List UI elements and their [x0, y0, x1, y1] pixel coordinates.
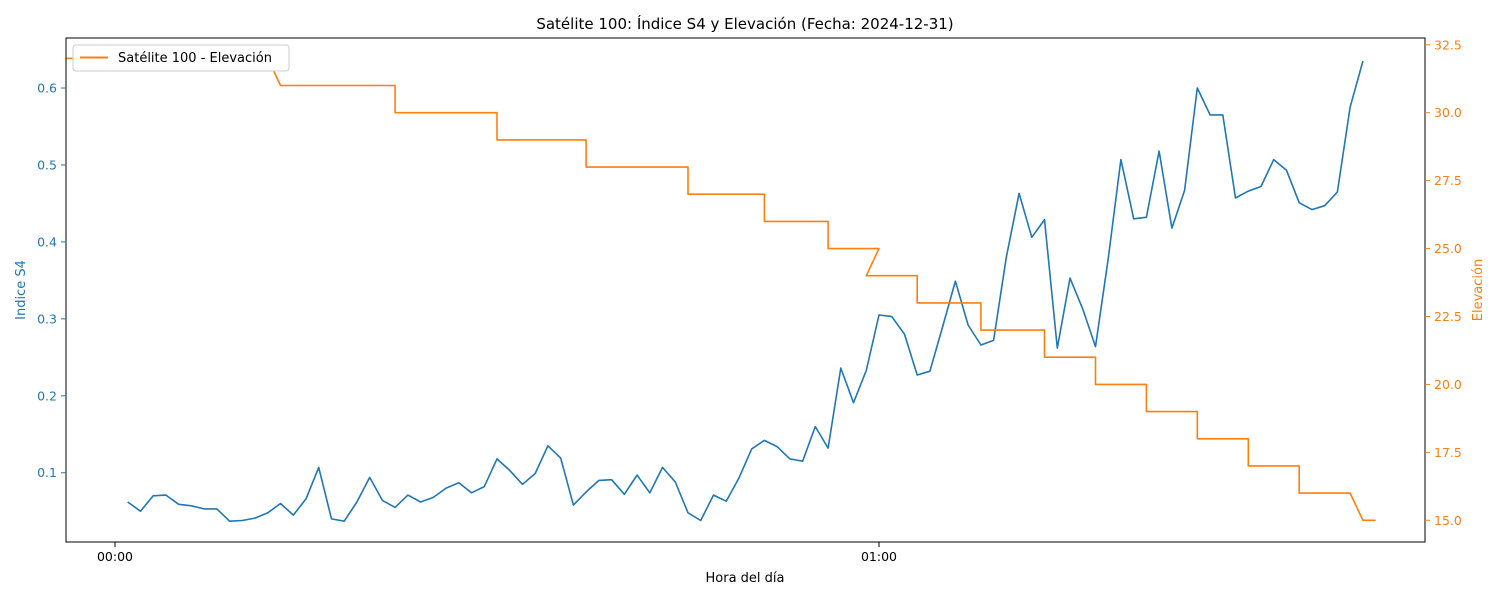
- left-tick-label: 0.3: [37, 311, 57, 326]
- right-tick-label: 17.5: [1434, 445, 1462, 460]
- right-tick-label: 22.5: [1434, 309, 1462, 324]
- left-y-axis-label: Indice S4: [14, 260, 29, 320]
- right-tick-label: 25.0: [1434, 241, 1462, 256]
- x-tick-label: 01:00: [861, 549, 897, 564]
- legend: Satélite 100 - Elevación: [72, 44, 290, 72]
- chart-title: Satélite 100: Índice S4 y Elevación (Fec…: [536, 14, 953, 33]
- left-tick-label: 0.2: [37, 388, 57, 403]
- plot-frame: [65, 37, 1426, 543]
- s4-line: [127, 60, 1364, 523]
- x-axis-label: Hora del día: [706, 571, 785, 586]
- left-tick-label: 0.5: [37, 157, 57, 172]
- right-tick-label: 32.5: [1434, 37, 1462, 52]
- right-y-axis-label: Elevación: [1471, 259, 1486, 321]
- elevation-line: [66, 57, 1376, 522]
- x-axis: 00:00 01:00: [97, 542, 897, 564]
- left-tick-label: 0.1: [37, 465, 57, 480]
- legend-box: [72, 44, 290, 72]
- s4-series: [127, 60, 1364, 523]
- right-tick-label: 15.0: [1434, 513, 1462, 528]
- right-tick-label: 20.0: [1434, 377, 1462, 392]
- left-tick-label: 0.6: [37, 81, 57, 96]
- legend-label: Satélite 100 - Elevación: [118, 51, 272, 66]
- left-y-axis: 0.1 0.2 0.3 0.4 0.5 0.6: [37, 81, 66, 480]
- right-tick-label: 27.5: [1434, 173, 1462, 188]
- x-tick-label: 00:00: [97, 549, 133, 564]
- elevation-series: [66, 57, 1376, 522]
- right-tick-label: 30.0: [1434, 105, 1462, 120]
- left-tick-label: 0.4: [37, 234, 57, 249]
- right-y-axis: 15.0 17.5 20.0 22.5 25.0 27.5 30.0 32.5: [1425, 37, 1462, 528]
